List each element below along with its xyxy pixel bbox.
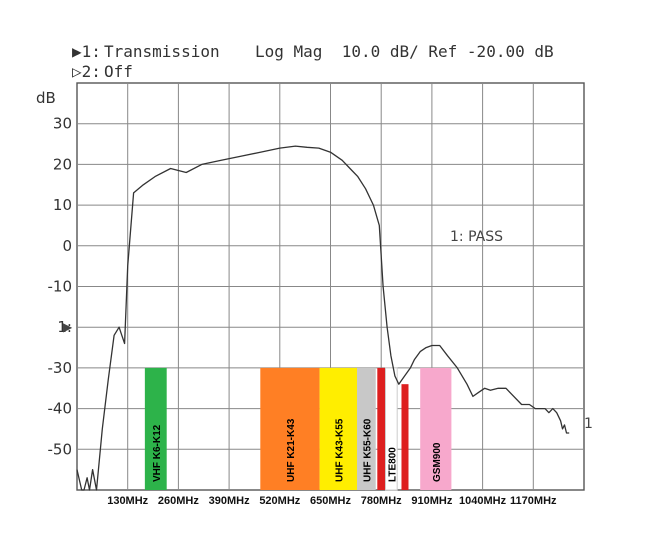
pass-indicator: 1: PASS [450,229,503,245]
x-tick-label: 910MHz [411,495,452,507]
y-tick-labels: 30 20 10 0 -10 1: -30 -40 -50 [48,115,73,459]
band-label: LTE800 [387,447,398,482]
band-label: GSM900 [432,442,443,482]
y-tick-label: -40 [48,400,73,418]
frequency-band [357,367,376,490]
y-tick-label: -10 [48,278,73,296]
frequency-band [384,367,398,491]
trace1-name: Transmission [104,42,220,61]
y-tick-label: 1: [57,318,72,336]
trace1-format: Log Mag 10.0 dB/ Ref -20.00 dB [255,42,554,61]
y-tick-label: 10 [53,196,72,214]
x-tick-label: 780MHz [361,495,402,507]
frequency-band [377,367,386,490]
trace-end-label: 1 [584,416,593,432]
y-tick-label: -50 [48,440,73,458]
transmission-trace [76,145,570,491]
band-label: UHF K43-K55 [334,418,345,482]
frequency-band [260,367,320,490]
x-tick-label: 1170MHz [510,495,557,507]
trace-layer [76,145,570,491]
y-axis-label: dB [36,89,56,107]
frequency-band [319,367,358,490]
x-tick-label: 390MHz [209,495,250,507]
x-tick-label: 260MHz [158,495,199,507]
trace1-marker: ▶1: [72,42,101,61]
y-tick-label: -30 [48,359,73,377]
y-tick-label: 30 [53,115,72,133]
x-tick-label: 520MHz [259,495,300,507]
x-tick-label: 1040MHz [459,495,507,507]
frequency-bands: VHF K6-K12 UHF K21-K43 UHF K43-K55 UHF K55-… [144,367,452,491]
x-tick-labels: 130MHz 260MHz 390MHz 520MHz 650MHz 780MHz 910M… [107,495,557,507]
frequency-band [144,367,167,490]
band-label: UHF K21-K43 [286,418,297,482]
x-tick-label: 130MHz [107,495,148,507]
frequency-band [401,384,409,490]
reference-marker: ▶ [63,320,73,334]
y-tick-label: 0 [62,237,72,255]
trace2-name: Off [104,62,133,81]
band-label: UHF K55-K60 [362,418,373,482]
trace2-marker: ▷2: [72,62,101,81]
x-tick-label: 650MHz [310,495,351,507]
y-tick-label: 20 [53,155,72,173]
band-label: VHF K6-K12 [152,424,163,482]
frequency-band [420,367,452,490]
